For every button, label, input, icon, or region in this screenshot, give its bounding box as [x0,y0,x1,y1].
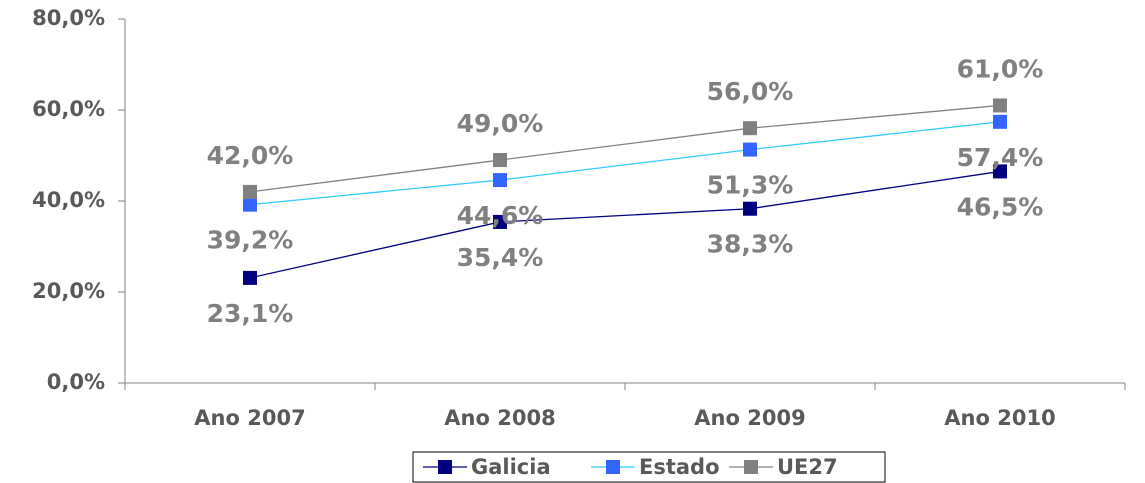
marker [493,214,507,229]
legend-label: Estado [639,455,720,479]
marker [243,184,257,199]
data-label: 35,4% [457,243,544,272]
legend-marker [606,460,620,474]
marker [743,142,757,157]
data-label: 49,0% [457,109,544,138]
data-label: 23,1% [207,299,294,328]
marker [243,270,257,285]
y-tick-label: 40,0% [32,188,105,212]
marker [493,173,507,188]
legend-marker [744,460,758,474]
x-tick-label: Ano 2008 [444,406,555,430]
legend-box [412,451,886,483]
legend-marker [438,460,452,474]
series-line [249,121,1001,206]
x-tick-label: Ano 2010 [944,406,1055,430]
series-line [249,104,1001,193]
y-tick-label: 80,0% [32,6,105,30]
data-label: 56,0% [707,77,794,106]
y-tick-label: 0,0% [47,370,105,394]
marker [993,114,1007,129]
marker [993,98,1007,113]
legend-label: Galicia [471,455,551,479]
y-tick-label: 20,0% [32,279,105,303]
marker [243,197,257,212]
x-tick-label: Ano 2009 [694,406,805,430]
data-label: 38,3% [707,230,794,259]
x-tick-label: Ano 2007 [194,406,305,430]
data-label: 44,6% [457,201,544,230]
data-label: 57,4% [957,143,1044,172]
marker [743,201,757,216]
series-line [249,170,1001,279]
legend: Galicia Estado UE27 [412,451,886,483]
data-label: 51,3% [707,171,794,200]
data-label: 42,0% [207,141,294,170]
marker [743,121,757,136]
data-label: 61,0% [957,54,1044,83]
marker [993,164,1007,179]
y-tick-label: 60,0% [32,97,105,121]
marker [493,153,507,168]
data-label: 39,2% [207,226,294,255]
legend-label: UE27 [777,455,838,479]
data-label: 46,5% [957,192,1044,221]
